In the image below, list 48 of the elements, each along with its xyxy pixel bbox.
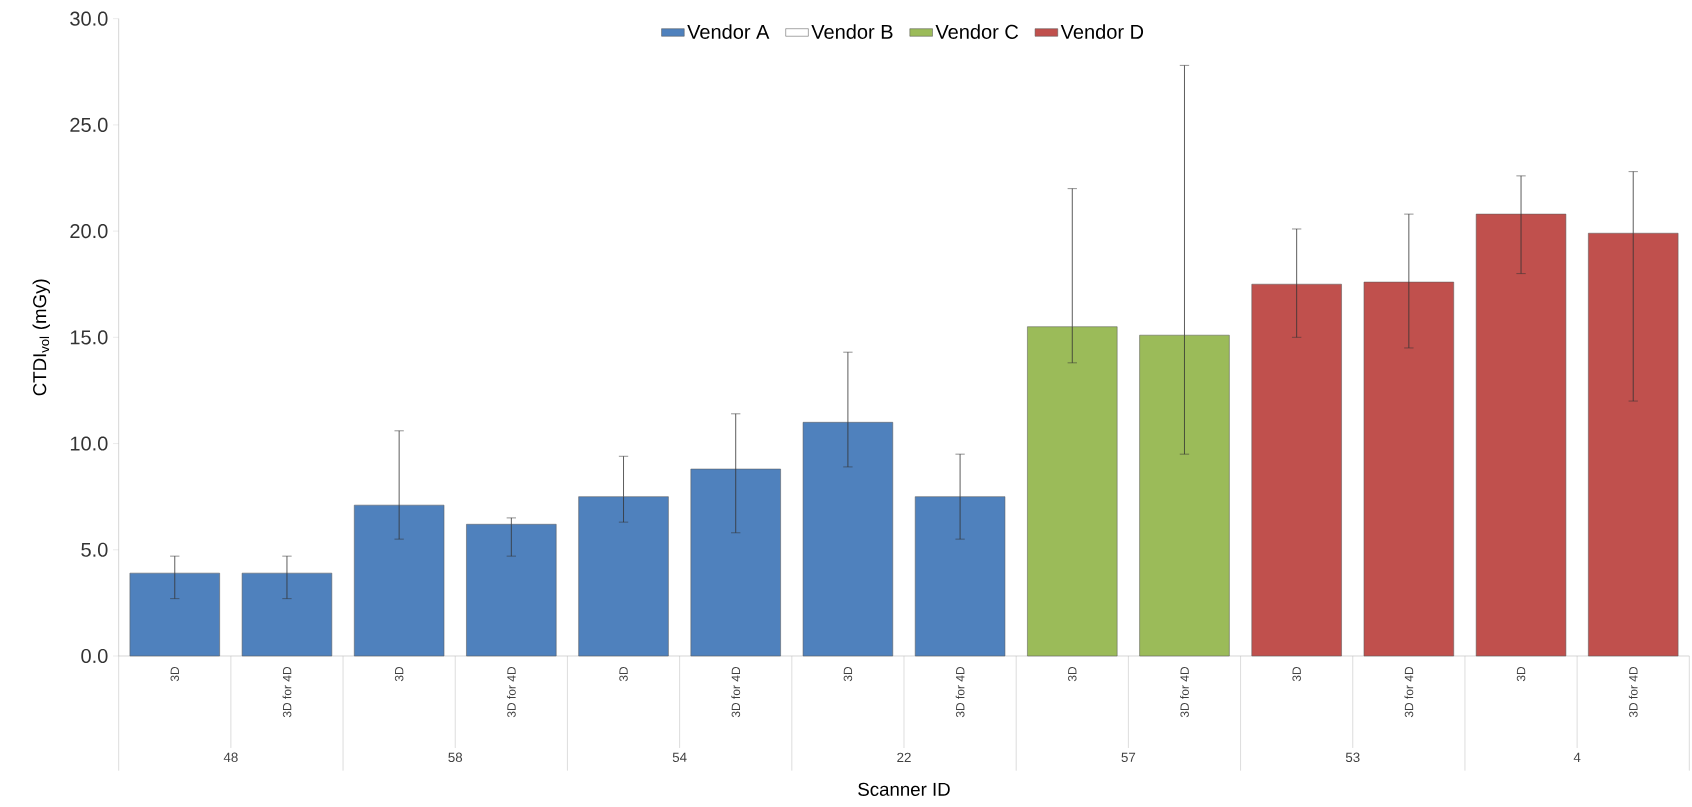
bar <box>1027 326 1118 657</box>
y-tick-label: 15.0 <box>70 330 108 345</box>
x-tick-label: 3D for 4D <box>1180 667 1189 718</box>
x-tick-label: 3D for 4D <box>1404 667 1414 718</box>
bar <box>241 573 333 657</box>
x-tick-label: 3D <box>1068 667 1077 682</box>
bar <box>690 468 781 657</box>
x-tick-label: 3D <box>843 667 853 682</box>
text: 58 <box>448 752 463 763</box>
legend-label: Vendor A <box>687 24 770 40</box>
y-tick-label: 5.0 <box>81 542 108 558</box>
text: 53 <box>1345 752 1360 763</box>
bar <box>914 496 1006 657</box>
text: 4 <box>1573 752 1581 763</box>
bar <box>802 422 894 657</box>
x-tick-label: 3D for 4D <box>506 667 516 718</box>
x-tick-label: 3D <box>1292 667 1301 682</box>
bar <box>1588 233 1679 657</box>
y-axis-title: CTDI$_{vol}$ (mGy) <box>32 279 50 396</box>
x-tick-label: 3D <box>619 667 628 682</box>
y-tick-label: 20.0 <box>70 224 108 239</box>
bar <box>1475 214 1567 657</box>
bar <box>1363 281 1454 657</box>
legend-label: Vendor B <box>811 24 893 40</box>
x-tick-label: 3D for 4D <box>955 667 965 718</box>
x-tick-label: 3D <box>394 667 404 682</box>
y-tick-label: 25.0 <box>70 117 108 133</box>
bar <box>129 573 220 657</box>
y-tick-label: 30.0 <box>70 11 108 26</box>
bar <box>578 496 669 657</box>
y-tick-label: 10.0 <box>70 436 108 451</box>
text: 48 <box>223 752 238 763</box>
x-tick-label: 3D <box>1516 667 1526 682</box>
x-axis-title: Scanner ID <box>858 782 950 797</box>
bar <box>1251 284 1342 657</box>
legend-label: Vendor C <box>935 24 1019 40</box>
x-tick-label: 3D <box>170 667 180 682</box>
text: 57 <box>1121 752 1136 763</box>
y-tick-label: 0.0 <box>81 649 108 664</box>
x-tick-label: 3D for 4D <box>1628 667 1638 718</box>
text: 54 <box>672 752 687 763</box>
text: 22 <box>897 752 911 763</box>
bar <box>1139 335 1230 657</box>
legend-label: Vendor D <box>1060 24 1144 40</box>
x-tick-label: 3D for 4D <box>731 667 741 718</box>
bar <box>466 524 557 657</box>
x-tick-label: 3D for 4D <box>282 667 292 718</box>
bar <box>354 505 445 657</box>
